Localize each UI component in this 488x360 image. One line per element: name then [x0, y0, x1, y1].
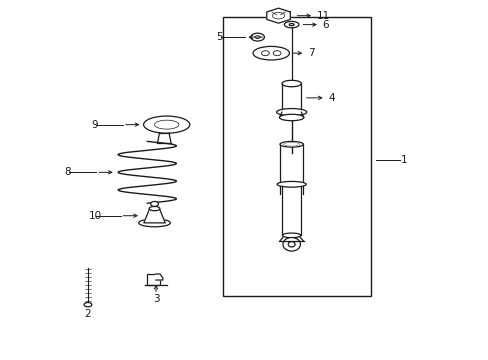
Polygon shape [266, 8, 290, 23]
Text: 4: 4 [327, 93, 334, 103]
Text: 5: 5 [216, 32, 223, 42]
Polygon shape [143, 208, 165, 223]
Ellipse shape [252, 46, 289, 60]
Ellipse shape [287, 242, 294, 247]
Ellipse shape [283, 143, 299, 146]
Ellipse shape [288, 23, 293, 26]
Bar [222, 18, 370, 296]
FancyBboxPatch shape [147, 274, 160, 285]
Text: 10: 10 [89, 211, 102, 221]
Ellipse shape [279, 114, 303, 121]
Text: 6: 6 [322, 19, 328, 30]
Ellipse shape [282, 80, 301, 87]
Ellipse shape [255, 36, 260, 39]
Ellipse shape [250, 33, 264, 41]
Text: 7: 7 [307, 48, 314, 58]
Ellipse shape [282, 233, 300, 238]
Polygon shape [156, 274, 163, 280]
Ellipse shape [154, 120, 179, 129]
Ellipse shape [139, 219, 170, 227]
Ellipse shape [273, 51, 281, 56]
Ellipse shape [280, 141, 303, 147]
Ellipse shape [283, 238, 300, 251]
Text: 3: 3 [152, 294, 159, 303]
Text: 11: 11 [316, 11, 329, 21]
Text: 8: 8 [64, 167, 71, 177]
Ellipse shape [277, 181, 305, 187]
Ellipse shape [284, 21, 298, 28]
Text: 1: 1 [400, 156, 407, 165]
Text: 2: 2 [84, 309, 91, 319]
Ellipse shape [272, 13, 284, 19]
Ellipse shape [143, 116, 189, 133]
Ellipse shape [261, 51, 269, 56]
Ellipse shape [84, 302, 92, 307]
Ellipse shape [276, 109, 306, 116]
Ellipse shape [150, 202, 158, 206]
Text: 9: 9 [91, 120, 98, 130]
Ellipse shape [149, 206, 160, 211]
